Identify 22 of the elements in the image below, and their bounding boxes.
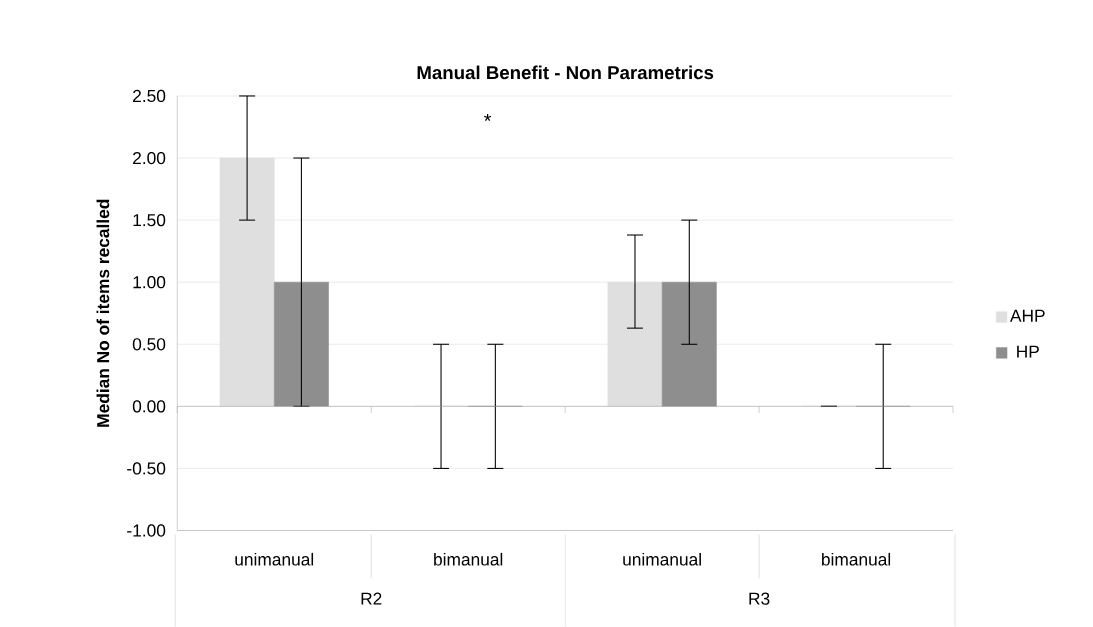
y-tick-label: 0.00 [132,400,166,413]
chart-title: Manual Benefit - Non Parametrics [417,65,714,80]
y-tick-label: 2.00 [133,152,166,165]
text: R3 [749,592,770,605]
y-tick-label: 1.00 [133,276,166,289]
bar [607,282,663,407]
y-axis-title: Median No of items recalled [96,199,110,427]
y-tick-label: 0.50 [132,338,166,351]
legend-label: AHP [1010,309,1045,322]
y-tick-label: 2.50 [133,89,166,103]
y-tick-label: 1.50 [133,214,166,227]
x-tick-label: unimanual [623,553,701,566]
legend-label: HP [1017,345,1039,358]
x-tick-label: bimanual [822,553,891,566]
annotation: * [484,114,492,122]
bar [219,157,275,407]
bar [661,282,717,407]
x-tick-label: bimanual [434,553,503,566]
y-tick-label: -0.50 [127,462,166,475]
x-tick-label: unimanual [235,553,314,566]
y-tick-label: -1.00 [127,524,166,537]
text: R2 [361,592,382,605]
